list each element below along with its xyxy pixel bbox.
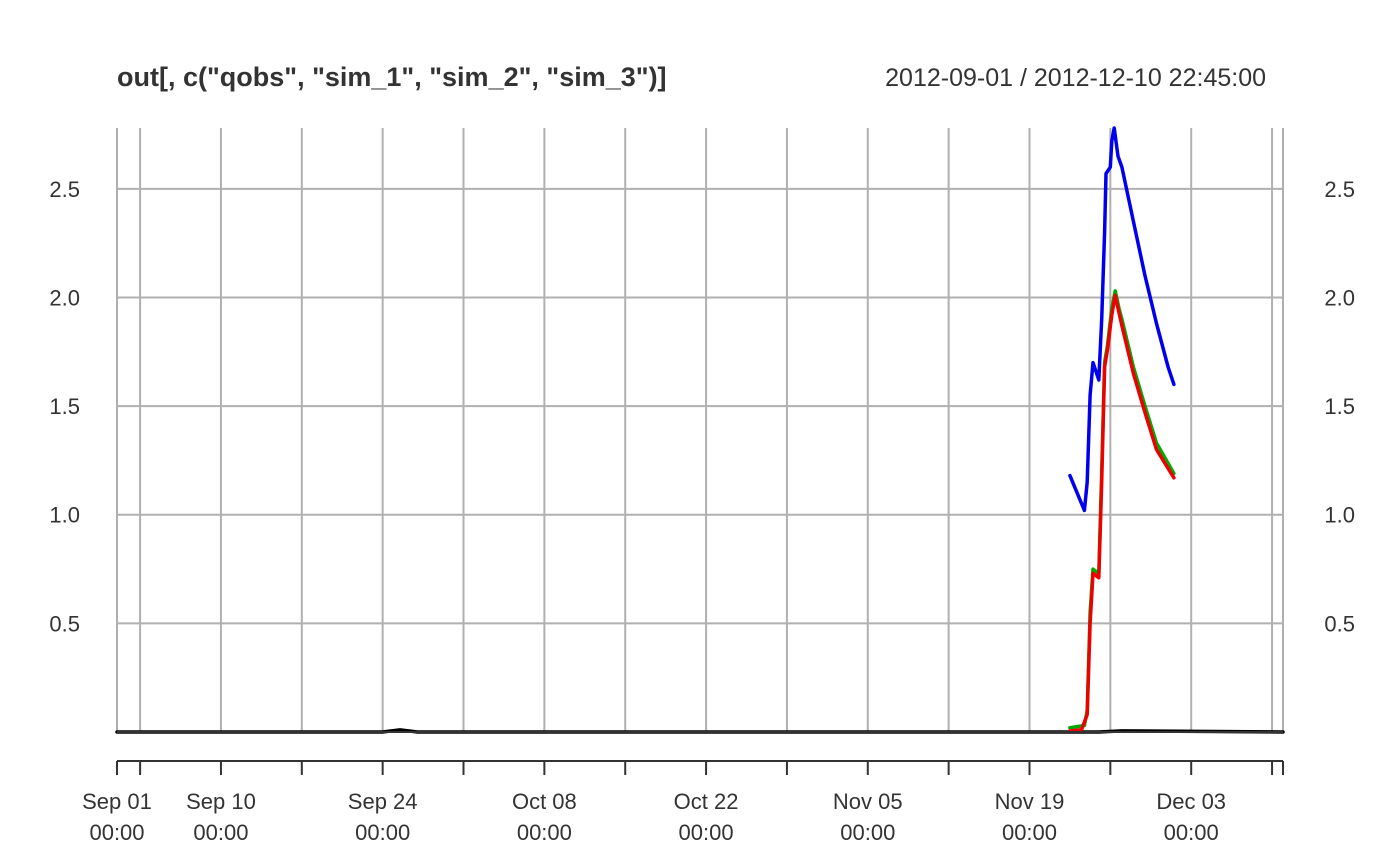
y-tick-label-left: 0.5 [49, 611, 80, 636]
chart-title: out[, c("qobs", "sim_1", "sim_2", "sim_3… [117, 62, 667, 92]
gridlines [116, 128, 1284, 732]
y-tick-label-left: 1.0 [49, 503, 80, 528]
y-tick-label-right: 2.0 [1324, 285, 1355, 310]
date-range-label: 2012-09-01 / 2012-12-10 22:45:00 [885, 64, 1266, 92]
x-tick-label-time: 00:00 [1164, 820, 1219, 845]
x-tick-label-time: 00:00 [355, 820, 410, 845]
x-tick-label-time: 00:00 [1002, 820, 1057, 845]
y-tick-label-right: 1.0 [1324, 503, 1355, 528]
axes: 0.5 0.5 1.0 1.0 1.5 1.5 2.0 2.0 2.5 2.5 Sep 01 00:0… [49, 177, 1355, 845]
series-line [1068, 126, 1176, 513]
x-tick-label-date: Sep 10 [186, 789, 256, 814]
x-tick-label-date: Oct 08 [512, 789, 577, 814]
y-tick-label-right: 2.5 [1324, 177, 1355, 202]
y-tick-label-right: 1.5 [1324, 394, 1355, 419]
x-tick-label-time: 00:00 [89, 820, 144, 845]
x-tick-label-time: 00:00 [193, 820, 248, 845]
x-tick-label-date: Sep 01 [82, 789, 152, 814]
x-tick-label-date: Oct 22 [674, 789, 739, 814]
y-tick-label-left: 1.5 [49, 394, 80, 419]
x-tick-label-date: Sep 24 [348, 789, 418, 814]
x-tick-label-date: Nov 05 [833, 789, 903, 814]
series-line [1068, 293, 1176, 733]
y-tick-label-left: 2.0 [49, 285, 80, 310]
x-tick-label-time: 00:00 [840, 820, 895, 845]
x-tick-label-time: 00:00 [517, 820, 572, 845]
y-tick-label-left: 2.5 [49, 177, 80, 202]
series-lines [115, 126, 1285, 734]
x-tick-label-date: Nov 19 [995, 789, 1065, 814]
x-tick-label-date: Dec 03 [1156, 789, 1226, 814]
x-tick-label-time: 00:00 [679, 820, 734, 845]
y-tick-label-right: 0.5 [1324, 611, 1355, 636]
